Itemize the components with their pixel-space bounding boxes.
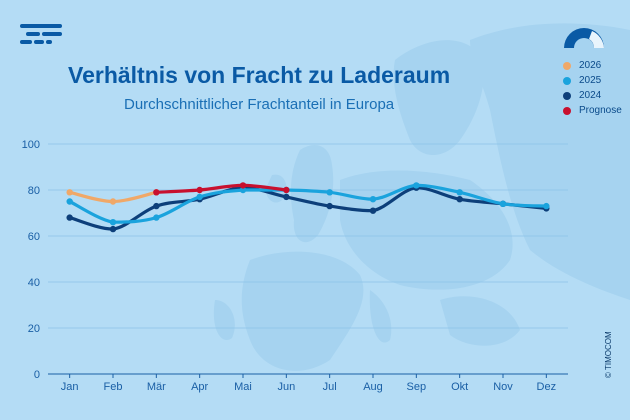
copyright-credit: © TIMOCOM [604, 331, 613, 378]
chart-title: Verhältnis von Fracht zu Laderaum [68, 62, 451, 88]
point-2025-okt [456, 189, 463, 196]
x-tick-label-sep: Sep [407, 381, 427, 393]
legend-label-2024: 2024 [579, 90, 602, 101]
legend-label-2026: 2026 [579, 60, 602, 71]
point-2024-mar [153, 202, 160, 210]
point-2025-jul [326, 189, 333, 196]
point-2026-jan [66, 189, 73, 196]
legend-swatch-2025 [563, 76, 571, 85]
series-line-2024 [68, 186, 548, 231]
timocom-logo-icon [20, 24, 62, 44]
point-prognose-mar [153, 189, 160, 196]
legend-swatch-2026 [563, 61, 571, 70]
gauge-icon [564, 28, 604, 48]
x-tick-label-mai: Mai [234, 381, 252, 393]
point-2025-aug [369, 196, 377, 203]
point-prognose-mai [239, 182, 247, 189]
y-tick-label-80: 80 [28, 185, 40, 197]
grid-layer: 0 20 40 60 80 100 [22, 139, 568, 381]
x-tick-label-okt: Okt [451, 381, 468, 393]
x-tick-label-jun: Jun [277, 381, 295, 393]
chart-legend: 2026 2025 2024 Prognose [563, 58, 622, 118]
x-tick-label-mar: Mär [147, 381, 166, 393]
point-2024-okt [456, 196, 463, 203]
point-2025-feb [109, 219, 117, 226]
point-2024-jul [326, 202, 333, 210]
x-tick-label-apr: Apr [191, 381, 208, 393]
x-tick-label-feb: Feb [104, 381, 123, 393]
legend-label-2025: 2025 [579, 75, 602, 86]
x-tick-label-dez: Dez [537, 381, 557, 393]
point-2025-sep [413, 182, 420, 189]
point-2025-mai [239, 186, 247, 194]
series-line-2025 [68, 183, 548, 224]
point-2024-aug [369, 207, 377, 214]
point-prognose-jun [283, 186, 290, 194]
series-layer [66, 182, 550, 233]
legend-swatch-prognose [563, 106, 571, 115]
x-tick-label-nov: Nov [493, 381, 513, 393]
y-tick-label-100: 100 [22, 139, 40, 151]
x-tick-label-jul: Jul [323, 381, 337, 393]
point-2024-jun [283, 193, 290, 201]
x-tick-label-aug: Aug [363, 381, 383, 393]
legend-item-prognose: Prognose [563, 103, 622, 118]
x-axis-labels: Jan Feb Mär Apr Mai Jun Jul Aug Sep Okt Nov Dez [61, 374, 556, 393]
point-prognose-apr [196, 186, 203, 194]
point-2026-feb [109, 198, 117, 205]
point-2024-jan [66, 214, 73, 221]
y-tick-label-20: 20 [28, 323, 40, 335]
point-2025-jan [66, 198, 73, 205]
point-2025-apr [196, 193, 203, 201]
legend-swatch-2024 [563, 91, 571, 100]
point-2025-dez [543, 202, 550, 210]
point-2025-mar [153, 214, 160, 221]
y-tick-label-0: 0 [34, 369, 40, 381]
legend-item-2024: 2024 [563, 88, 622, 103]
y-tick-label-40: 40 [28, 277, 40, 289]
legend-item-2026: 2026 [563, 58, 622, 73]
x-tick-label-jan: Jan [61, 381, 79, 393]
legend-item-2025: 2025 [563, 73, 622, 88]
chart-subtitle: Durchschnittlicher Frachtanteil in Europ… [124, 96, 395, 113]
y-tick-label-60: 60 [28, 231, 40, 243]
point-2025-nov [499, 200, 507, 207]
legend-label-prognose: Prognose [579, 105, 622, 116]
series-line-prognose [154, 183, 288, 194]
point-2024-feb [109, 225, 117, 233]
